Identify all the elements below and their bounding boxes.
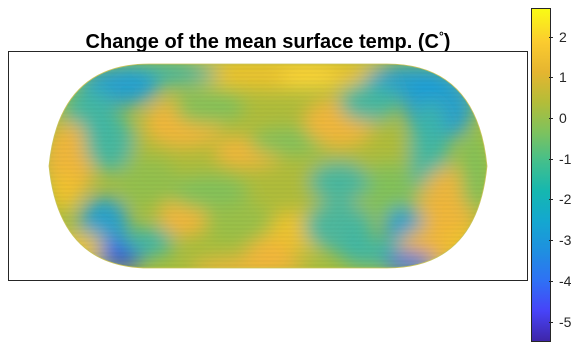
map-title: Change of the mean surface temp. (C°) (8, 24, 528, 54)
title-close: ) (443, 31, 451, 53)
colorbar-tick-label: -4 (559, 273, 572, 289)
colorbar (531, 8, 551, 342)
colorbar-tick-label: -3 (559, 232, 572, 248)
colorbar-tick-label: 1 (559, 69, 567, 85)
colorbar-tick (549, 77, 553, 78)
map-axes (8, 51, 528, 281)
title-degree: ° (438, 29, 444, 43)
temperature-map (48, 63, 488, 269)
colorbar-tick-label: -1 (559, 151, 572, 167)
colorbar-tick-label: 0 (559, 110, 567, 126)
grid-texture (49, 64, 487, 268)
colorbar-tick (549, 37, 553, 38)
colorbar-tick (549, 159, 553, 160)
colorbar-tick (549, 240, 553, 241)
colorbar-tick-label: -5 (559, 314, 572, 330)
colorbar-tick-label: 2 (559, 29, 567, 45)
title-text: Change of the mean surface temp. (C (85, 31, 439, 53)
colorbar-tick-label: -2 (559, 191, 572, 207)
colorbar-tick (549, 281, 553, 282)
globe (49, 64, 487, 268)
colorbar-tick (549, 322, 553, 323)
colorbar-tick (549, 118, 553, 119)
colorbar-tick (549, 199, 553, 200)
globe-outline (48, 63, 488, 269)
